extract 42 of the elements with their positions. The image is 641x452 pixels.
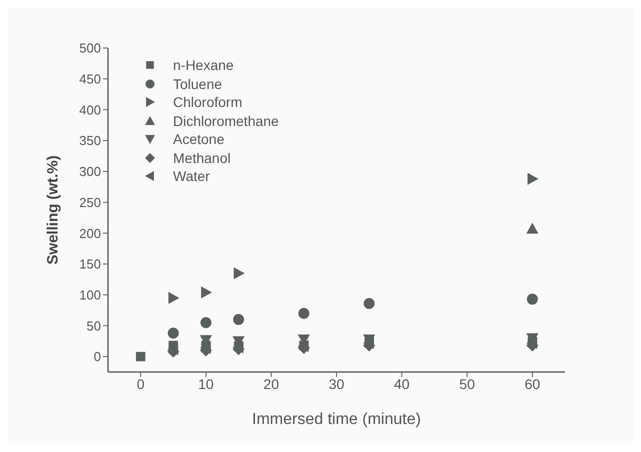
point xyxy=(526,336,538,350)
y-tick-label: 200 xyxy=(79,226,101,241)
point xyxy=(167,343,178,356)
legend-label: Toluene xyxy=(173,76,222,92)
y-tick-label: 100 xyxy=(79,287,101,302)
y-tick-label: 300 xyxy=(79,164,101,180)
y-tick-label: 450 xyxy=(79,71,101,86)
point xyxy=(234,267,245,280)
legend-label: Acetone xyxy=(173,131,224,148)
x-tick-label: 60 xyxy=(524,376,540,392)
y-tick-label: 250 xyxy=(79,194,101,210)
y-tick-label: 150 xyxy=(79,256,101,272)
point xyxy=(528,172,538,185)
point xyxy=(364,298,375,309)
x-axis-title: Immersed time (minute) xyxy=(252,411,421,428)
point xyxy=(200,317,212,328)
point xyxy=(298,308,310,319)
point xyxy=(526,294,538,305)
point xyxy=(168,292,180,304)
legend-label: Methanol xyxy=(173,150,231,166)
point xyxy=(136,352,146,362)
x-tick-label: 0 xyxy=(136,376,145,392)
x-tick-label: 20 xyxy=(263,376,280,392)
y-tick-label: 400 xyxy=(79,102,101,118)
y-tick-label: 50 xyxy=(86,318,101,334)
legend-label: Dichloromethane xyxy=(173,112,279,129)
x-tick-label: 40 xyxy=(394,376,410,392)
x-tick-label: 10 xyxy=(198,376,214,392)
x-tick-label: 30 xyxy=(328,376,344,392)
legend-label: Chloroform xyxy=(173,94,242,110)
y-tick-label: 350 xyxy=(79,133,101,148)
point xyxy=(200,342,211,354)
y-axis-title: Swelling (wt.%) xyxy=(44,155,62,265)
point xyxy=(168,328,179,339)
point xyxy=(233,314,244,326)
x-tick-label: 50 xyxy=(459,376,476,392)
legend-label: n-Hexane xyxy=(173,57,234,74)
y-tick-label: 500 xyxy=(79,40,101,56)
point xyxy=(526,222,538,234)
y-tick-label: 0 xyxy=(94,349,101,364)
point xyxy=(201,286,212,298)
legend-label: Water xyxy=(173,168,210,184)
